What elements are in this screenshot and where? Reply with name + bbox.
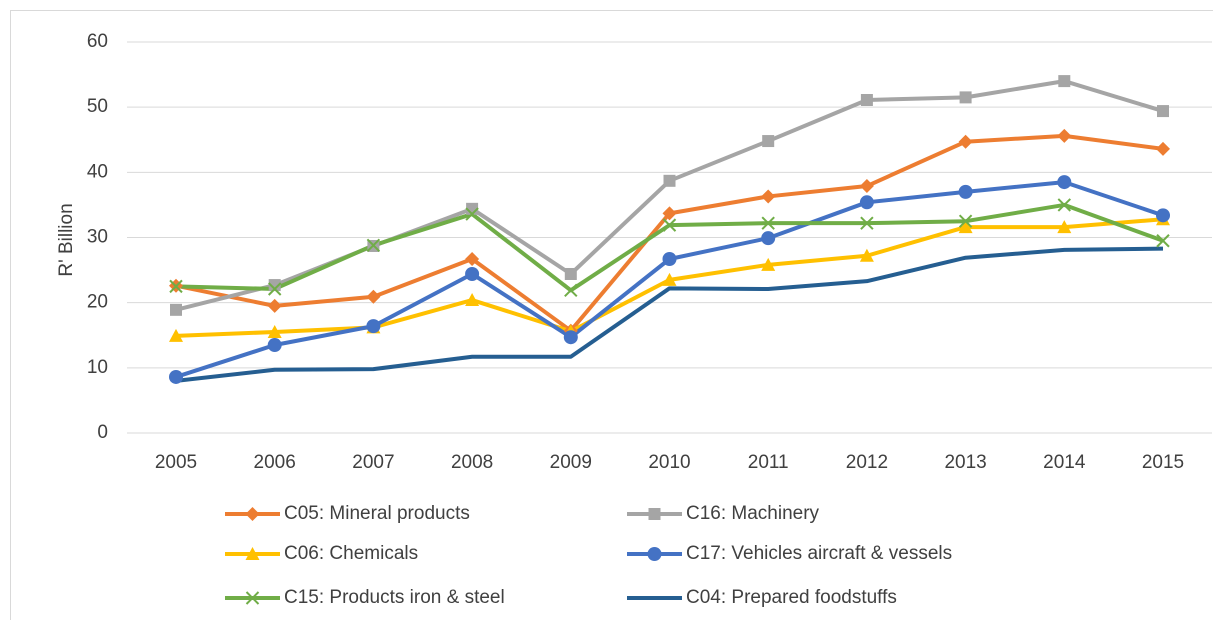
data-point [761,216,775,230]
data-point [268,279,281,292]
y-tick-label: 50 [87,96,108,117]
x-tick-label: 2005 [155,452,197,473]
legend-marker [648,508,661,520]
y-tick-label: 0 [97,422,108,443]
legend-label: C15: Products iron & steel [284,587,505,608]
data-point [564,267,577,280]
data-point [859,248,874,262]
data-point [958,134,973,149]
data-point [663,174,676,187]
x-tick-label: 2012 [846,452,888,473]
legend-label: C05: Mineral products [284,503,470,524]
x-tick-label: 2007 [352,452,394,473]
data-point [761,257,776,271]
data-point [366,289,381,304]
data-point [465,293,480,307]
x-tick-label: 2010 [648,452,690,473]
data-point [959,91,972,104]
data-point [859,195,874,210]
data-point [465,252,480,267]
data-point [761,189,776,204]
data-point [169,369,183,384]
data-point [564,283,578,297]
data-point [1156,234,1170,248]
legend-label: C16: Machinery [686,503,820,524]
data-point [762,135,775,148]
data-point [958,214,973,228]
data-point [662,206,677,221]
data-point [366,319,381,334]
data-point [1057,220,1072,234]
y-tick-label: 60 [87,31,108,52]
data-point [1156,141,1170,156]
legend-label: C06: Chemicals [284,543,418,564]
data-point [1156,208,1170,223]
legend-marker [245,507,260,521]
data-point [662,272,677,286]
data-point [1057,175,1072,190]
data-point [563,330,578,345]
legend-marker [245,547,260,560]
x-tick-label: 2009 [550,452,592,473]
data-point [267,298,282,313]
data-point [958,220,973,234]
x-tick-label: 2008 [451,452,493,473]
data-point [267,338,282,353]
y-tick-label: 30 [87,227,108,248]
data-point [1157,105,1169,118]
data-point [169,279,183,294]
legend-marker [647,547,662,561]
data-point [761,231,776,246]
y-tick-label: 40 [87,161,108,182]
y-axis-label: R' Billion [56,203,77,276]
y-tick-label: 10 [87,357,108,378]
data-point [169,328,183,342]
chart-frame [10,10,1213,620]
data-point [1057,128,1072,143]
data-point [860,216,874,230]
series-line [175,246,1164,383]
data-point [170,303,182,316]
legend-label: C04: Prepared foodstuffs [686,587,897,608]
data-point [366,238,381,253]
x-tick-label: 2011 [748,452,789,473]
x-tick-label: 2013 [944,452,986,473]
data-point [662,252,677,267]
data-point [958,184,973,199]
legend-label: C17: Vehicles aircraft & vessels [686,543,952,564]
x-tick-label: 2014 [1043,452,1086,473]
x-tick-label: 2006 [254,452,296,473]
data-point [267,324,282,338]
data-point [465,207,479,221]
y-tick-label: 20 [87,292,108,313]
data-point [267,282,282,296]
data-point [662,218,677,232]
legend-marker [245,591,260,605]
data-point [465,266,480,281]
data-point [859,179,874,194]
data-point [1058,75,1071,88]
data-point [860,93,873,106]
x-tick-label: 2015 [1142,452,1184,473]
data-point [1057,198,1072,212]
